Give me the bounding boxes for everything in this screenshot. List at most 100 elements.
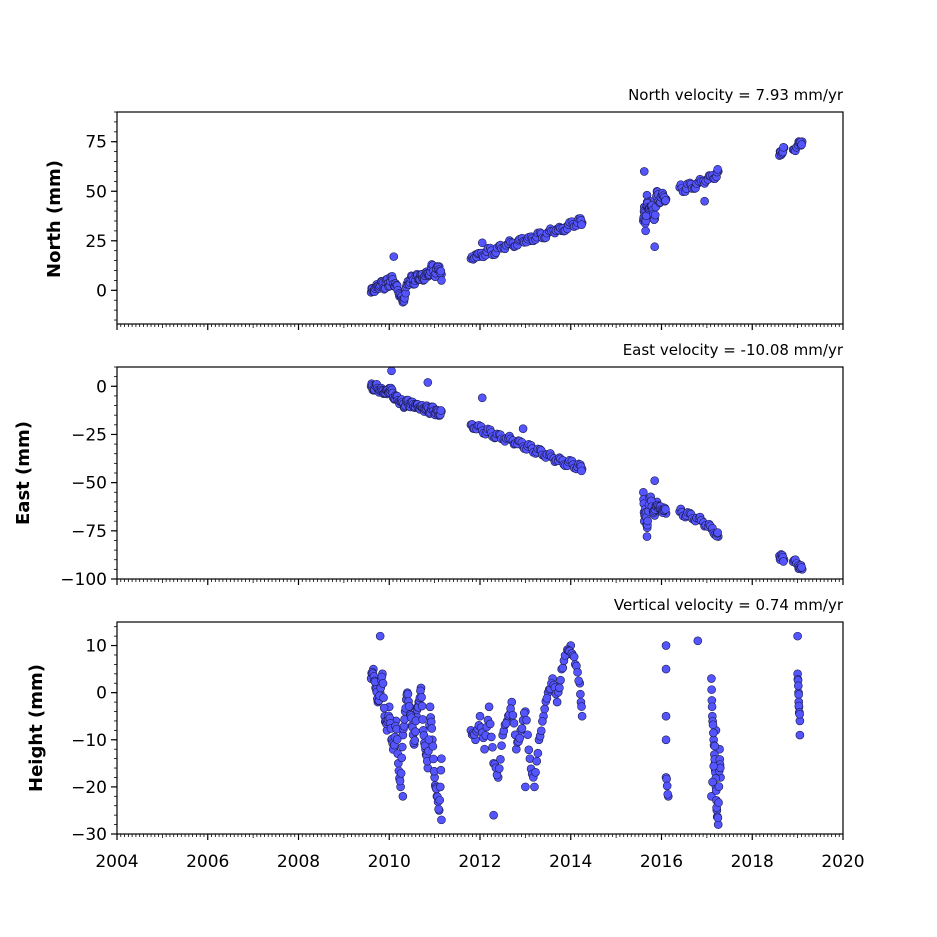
vertical-velocity-title: Vertical velocity = 0.74 mm/yr — [614, 596, 844, 614]
data-point — [518, 424, 528, 433]
east-plot-frame — [116, 366, 844, 580]
data-point — [487, 732, 496, 742]
height-y-axis-label: Height (mm) — [26, 664, 47, 792]
data-point — [555, 683, 564, 693]
data-point — [508, 710, 518, 720]
data-point — [532, 756, 542, 766]
data-point — [662, 781, 672, 791]
data-point — [639, 167, 649, 176]
data-point — [641, 226, 650, 236]
east-points — [366, 366, 807, 574]
panel-north: North velocity = 7.93 mm/yr North (mm) 0… — [44, 86, 844, 330]
data-point — [477, 238, 487, 248]
y-tick-label: −10 — [71, 731, 107, 751]
data-point — [417, 692, 426, 702]
data-point — [661, 664, 671, 674]
data-point — [427, 724, 437, 733]
x-tick-label: 2016 — [640, 852, 683, 872]
north-ticks: 0 25 50 75 — [85, 111, 844, 330]
data-point — [423, 378, 433, 387]
data-point — [794, 690, 803, 699]
data-point — [540, 704, 549, 714]
data-point — [436, 406, 446, 415]
y-tick-label: −25 — [71, 425, 107, 445]
data-point — [661, 711, 671, 721]
data-point — [663, 789, 673, 799]
data-point — [536, 726, 546, 736]
data-point — [477, 393, 487, 403]
data-point — [475, 711, 485, 721]
data-point — [797, 140, 806, 149]
height-points — [366, 631, 805, 829]
data-point — [577, 711, 587, 721]
data-point — [522, 715, 531, 725]
data-point — [397, 753, 407, 763]
data-point — [436, 266, 446, 276]
data-point — [496, 755, 505, 764]
data-point — [661, 641, 671, 650]
data-point — [533, 748, 543, 758]
data-point — [708, 720, 718, 730]
y-tick-label: −30 — [71, 825, 107, 845]
data-point — [710, 741, 720, 751]
y-tick-label: 50 — [85, 182, 107, 202]
data-point — [779, 557, 788, 566]
data-point — [707, 702, 717, 712]
data-point — [379, 693, 388, 702]
x-tick-label: 2014 — [549, 852, 592, 872]
north-points — [366, 137, 807, 307]
data-point — [779, 142, 788, 152]
data-point — [424, 735, 434, 744]
x-tick-label: 2010 — [368, 852, 411, 872]
data-point — [797, 562, 806, 572]
x-axis-tick-labels: 2004 2006 2008 2010 2012 2014 2016 2018 2020 — [95, 852, 864, 872]
data-point — [642, 532, 652, 541]
data-point — [489, 810, 498, 820]
data-point — [661, 505, 670, 514]
data-point — [650, 476, 659, 486]
data-point — [403, 689, 413, 699]
data-point — [524, 745, 534, 755]
data-point — [794, 681, 803, 691]
data-point — [530, 782, 539, 792]
data-point — [521, 782, 530, 792]
y-tick-label: −50 — [71, 474, 107, 494]
data-point — [517, 724, 527, 733]
data-point — [389, 252, 399, 261]
data-point — [497, 741, 506, 750]
y-tick-label: 0 — [96, 684, 107, 704]
data-point — [709, 728, 718, 738]
data-point — [708, 777, 717, 787]
north-plot-frame — [116, 111, 844, 325]
data-point — [639, 487, 648, 497]
panel-height: Vertical velocity = 0.74 mm/yr Height (m… — [26, 596, 844, 845]
data-point — [437, 815, 446, 825]
data-point — [379, 703, 389, 713]
data-point — [480, 744, 489, 754]
y-tick-label: 0 — [96, 281, 107, 301]
data-point — [398, 792, 408, 801]
data-point — [501, 719, 511, 728]
data-point — [411, 727, 420, 736]
data-point — [538, 717, 547, 726]
data-point — [437, 754, 446, 763]
data-point — [714, 782, 724, 791]
data-point — [523, 730, 532, 740]
east-y-axis-label: East (mm) — [13, 421, 34, 525]
data-point — [574, 676, 583, 686]
data-point — [707, 674, 716, 683]
data-point — [418, 715, 428, 724]
data-point — [485, 719, 495, 729]
north-velocity-title: North velocity = 7.93 mm/yr — [628, 86, 844, 104]
data-point — [661, 196, 670, 205]
x-tick-label: 2008 — [277, 852, 320, 872]
data-point — [434, 804, 443, 814]
y-tick-label: 0 — [96, 377, 107, 397]
data-point — [650, 210, 660, 220]
data-point — [436, 765, 446, 775]
x-tick-label: 2004 — [95, 852, 138, 872]
data-point — [577, 702, 586, 711]
y-tick-label: −20 — [71, 778, 107, 798]
data-point — [709, 761, 718, 771]
